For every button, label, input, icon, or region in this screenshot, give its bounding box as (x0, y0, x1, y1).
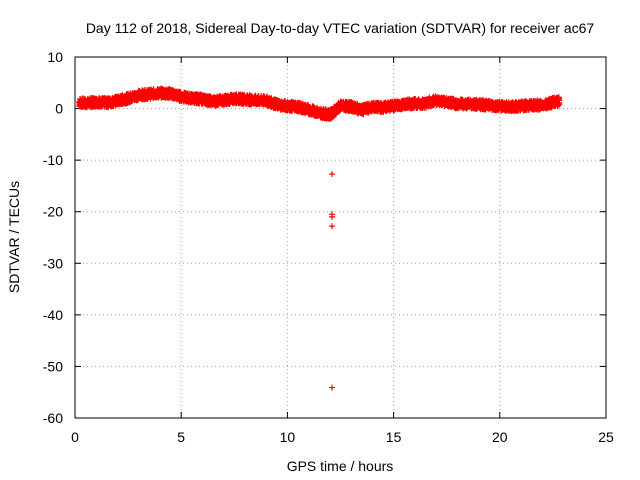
x-tick-label: 20 (492, 429, 508, 445)
outlier-point (329, 384, 336, 391)
y-tick-label: -20 (43, 204, 63, 220)
x-tick-label: 15 (386, 429, 402, 445)
y-tick-label: -30 (43, 255, 63, 271)
y-axis-label: SDTVAR / TECUs (6, 181, 22, 293)
y-tick-label: 10 (47, 49, 63, 65)
outlier-point (329, 171, 336, 178)
outlier-point (329, 213, 336, 220)
x-tick-label: 25 (598, 429, 614, 445)
chart-title: Day 112 of 2018, Sidereal Day-to-day VTE… (86, 20, 595, 36)
x-tick-label: 5 (177, 429, 185, 445)
outlier-point (329, 223, 336, 230)
data-points (76, 85, 563, 391)
data-point (556, 97, 563, 104)
plot-frame (74, 56, 607, 419)
x-tick-label: 0 (71, 429, 79, 445)
y-tick-label: -10 (43, 152, 63, 168)
y-tick-label: -40 (43, 307, 63, 323)
y-tick-label: -60 (43, 410, 63, 426)
grid-lines (75, 57, 606, 418)
y-tick-label: -50 (43, 358, 63, 374)
x-tick-label: 10 (280, 429, 296, 445)
y-tick-label: 0 (55, 101, 63, 117)
x-axis-label: GPS time / hours (287, 458, 394, 474)
